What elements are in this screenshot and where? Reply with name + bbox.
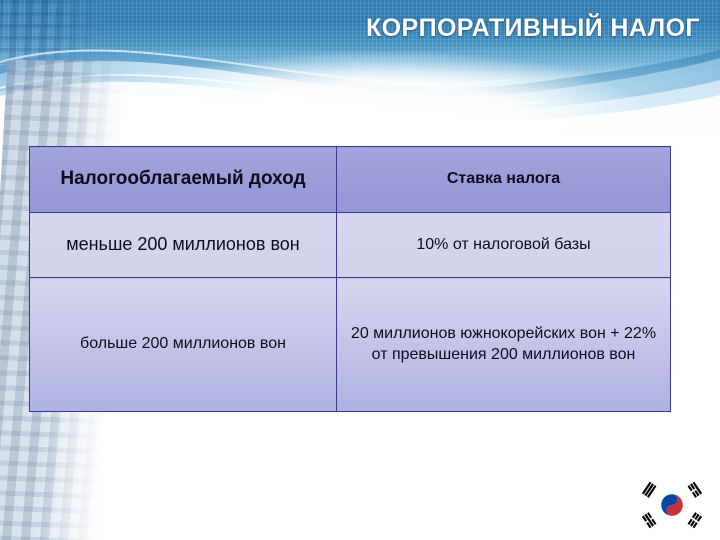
header-cell-tax-rate: Ставка налога xyxy=(336,146,671,213)
slide-title: КОРПОРАТИВНЫЙ НАЛОГ xyxy=(366,14,700,42)
corporate-tax-table: Налогооблагаемый доход Ставка налога мен… xyxy=(29,146,671,412)
table-header-row: Налогооблагаемый доход Ставка налога xyxy=(29,146,671,213)
cell-income-below-200m: меньше 200 миллионов вон xyxy=(29,212,337,278)
cell-rate-below-200m: 10% от налоговой базы xyxy=(336,212,671,278)
cell-income-above-200m: больше 200 миллионов вон xyxy=(29,277,337,412)
south-korea-flag-icon xyxy=(634,479,710,531)
south-korea-flag xyxy=(634,476,710,534)
table-row: больше 200 миллионов вон 20 миллионов юж… xyxy=(29,277,671,412)
table-row: меньше 200 миллионов вон 10% от налогово… xyxy=(29,212,671,278)
cell-rate-above-200m: 20 миллионов южнокорейских вон + 22% от … xyxy=(336,277,671,412)
header-cell-taxable-income: Налогооблагаемый доход xyxy=(29,146,337,213)
building-texture-top xyxy=(0,0,107,100)
